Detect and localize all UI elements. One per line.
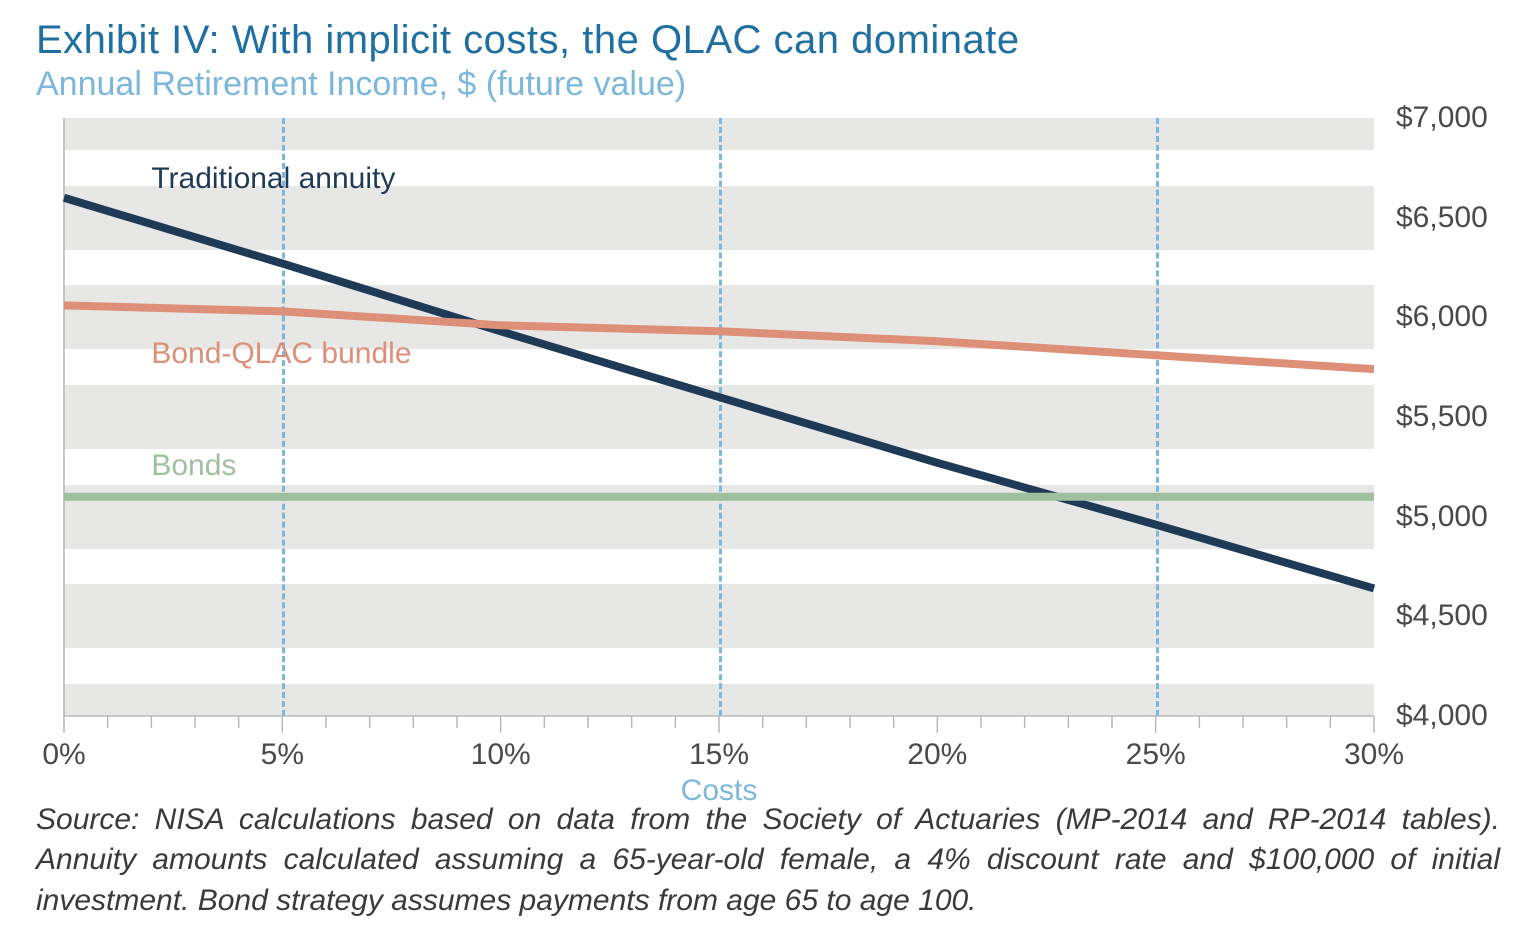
chart-title: Exhibit IV: With implicit costs, the QLA… bbox=[36, 18, 1500, 63]
x-tick-label: 0% bbox=[42, 738, 85, 772]
source-note: Source: NISA calculations based on data … bbox=[36, 800, 1500, 922]
chart-subtitle: Annual Retirement Income, $ (future valu… bbox=[36, 65, 1500, 104]
y-tick-label: $6,500 bbox=[1396, 201, 1488, 235]
x-tick-label: 25% bbox=[1126, 738, 1186, 772]
y-tick-label: $5,000 bbox=[1396, 500, 1488, 534]
chart-plot-area: $4,000$4,500$5,000$5,500$6,000$6,500$7,0… bbox=[64, 118, 1374, 716]
y-tick-label: $6,000 bbox=[1396, 300, 1488, 334]
x-tick-label: 30% bbox=[1344, 738, 1404, 772]
y-tick-label: $5,500 bbox=[1396, 400, 1488, 434]
series-label: Bonds bbox=[151, 449, 236, 483]
x-tick-label: 15% bbox=[689, 738, 749, 772]
series-label: Bond-QLAC bundle bbox=[151, 337, 411, 371]
series-line bbox=[64, 198, 1374, 589]
x-tick-label: 5% bbox=[261, 738, 304, 772]
y-tick-label: $4,000 bbox=[1396, 699, 1488, 733]
x-tick-label: 10% bbox=[471, 738, 531, 772]
x-tick-label: 20% bbox=[907, 738, 967, 772]
y-tick-label: $7,000 bbox=[1396, 101, 1488, 135]
y-tick-label: $4,500 bbox=[1396, 599, 1488, 633]
chart-svg bbox=[64, 118, 1414, 746]
series-label: Traditional annuity bbox=[151, 162, 395, 196]
